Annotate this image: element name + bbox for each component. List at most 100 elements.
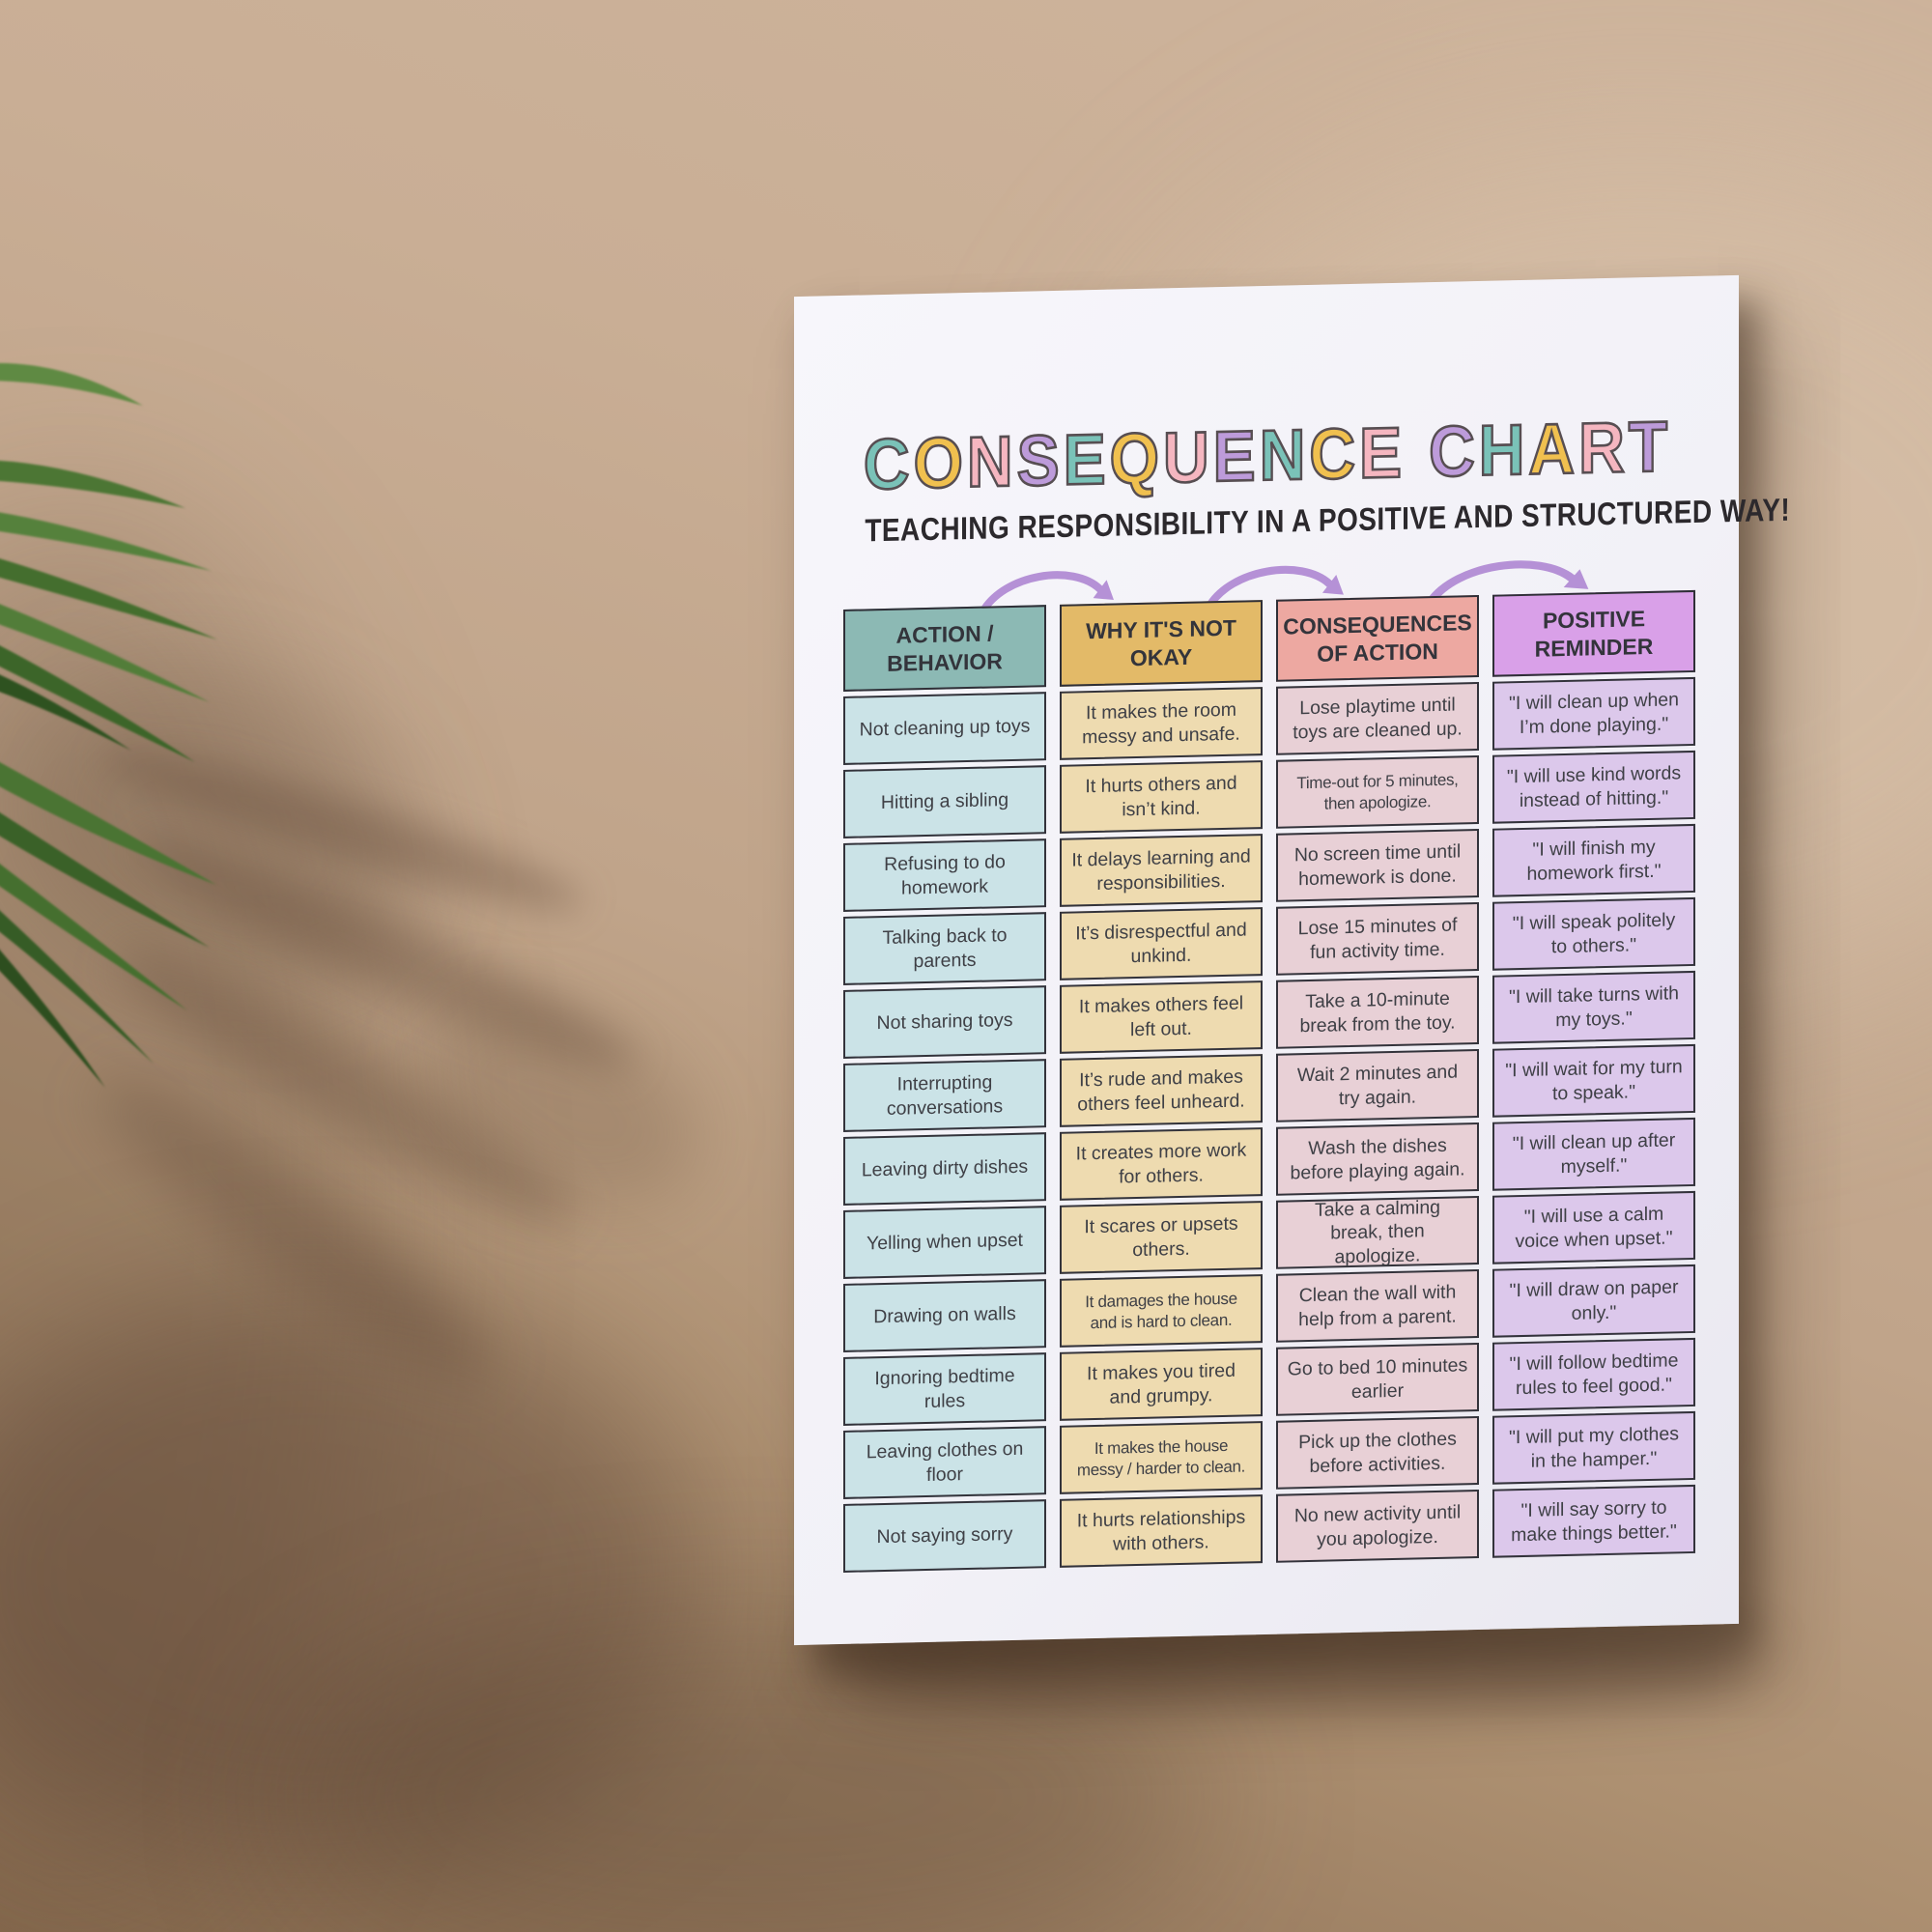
title-letter: R: [1577, 406, 1628, 490]
table-cell: Not saying sorry: [843, 1499, 1046, 1573]
table-cell: "I will say sorry to make things better.…: [1492, 1484, 1695, 1558]
title-letter: E: [1211, 414, 1259, 497]
title-letter: C: [863, 422, 913, 506]
table-cell: Drawing on walls: [843, 1279, 1046, 1352]
palm-leaf: [0, 812, 210, 948]
arrow-head: [1321, 574, 1344, 595]
column-header: POSITIVE REMINDER: [1492, 589, 1695, 677]
table-cell: "I will clean up when I’m done playing.": [1492, 676, 1695, 751]
poster: CONSEQUENCE CHART TEACHING RESPONSIBILITY…: [794, 274, 1791, 1646]
table-cell: Go to bed 10 minutes earlier: [1276, 1343, 1479, 1416]
table-cell: No new activity until you apologize.: [1276, 1490, 1479, 1563]
table-cell: It’s rude and makes others feel unheard.: [1060, 1054, 1263, 1127]
palm-leaf: [0, 674, 131, 751]
table-cell: Talking back to parents: [843, 912, 1046, 985]
column-header: ACTION / BEHAVIOR: [843, 605, 1046, 692]
palm-leaf: [0, 762, 216, 885]
table-cell: "I will follow bedtime rules to feel goo…: [1492, 1337, 1695, 1411]
table-cell: It scares or upsets others.: [1060, 1201, 1263, 1274]
palm-leaf: [0, 910, 154, 1064]
table-cell: Leaving clothes on floor: [843, 1426, 1046, 1499]
table-cell: It delays learning and responsibilities.: [1060, 834, 1263, 907]
table-cell: "I will draw on paper only.": [1492, 1264, 1695, 1338]
table-cell: Lose playtime until toys are cleaned up.: [1276, 682, 1479, 755]
table-cell: Pick up the clothes before activities.: [1276, 1416, 1479, 1490]
palm-leaf: [0, 604, 210, 702]
table-cell: Leaving dirty dishes: [843, 1132, 1046, 1206]
table-cell: Hitting a sibling: [843, 765, 1046, 838]
arrow-head: [1563, 569, 1589, 589]
title-letter: E: [1358, 411, 1406, 494]
palm-leaf: [0, 950, 105, 1088]
table-cell: Not cleaning up toys: [843, 692, 1046, 765]
title-letter: U: [1162, 415, 1212, 499]
arrow-head: [1093, 580, 1114, 601]
title-letter: E: [1062, 417, 1109, 500]
arrow-shaft: [1425, 560, 1577, 607]
table-cell: It makes you tired and grumpy.: [1060, 1348, 1263, 1421]
table-cell: Wash the dishes before playing again.: [1276, 1122, 1479, 1196]
table-cell: No screen time until homework is done.: [1276, 829, 1479, 902]
curved-arrow-icon: [978, 571, 1114, 616]
table-cell: It makes the house messy / harder to cle…: [1060, 1421, 1263, 1494]
table-column-consequences-of-action: CONSEQUENCES OF ACTION Lose playtime unt…: [1276, 595, 1479, 1563]
table-column-why-its-not-okay: WHY IT'S NOT OKAY It makes the room mess…: [1060, 600, 1263, 1568]
table-cell: It makes the room messy and unsafe.: [1060, 687, 1263, 760]
table-cell: Clean the wall with help from a parent.: [1276, 1269, 1479, 1343]
table-cell: It creates more work for others.: [1060, 1127, 1263, 1201]
plant-shadow-blob: [0, 1285, 705, 1864]
title-letter: Q: [1108, 416, 1162, 500]
table-cell: It damages the house and is hard to clea…: [1060, 1274, 1263, 1348]
column-header: CONSEQUENCES OF ACTION: [1276, 595, 1479, 682]
table-cell: Lose 15 minutes of fun activity time.: [1276, 902, 1479, 976]
table-cell: It hurts others and isn’t kind.: [1060, 760, 1263, 834]
table-cell: Wait 2 minutes and try again.: [1276, 1049, 1479, 1122]
palm-leaf: [0, 645, 195, 762]
palm-leaf: [0, 558, 217, 639]
column-header: WHY IT'S NOT OKAY: [1060, 600, 1263, 687]
title-letter: C: [1428, 410, 1478, 494]
table-cell: Take a 10-minute break from the toy.: [1276, 976, 1479, 1049]
table-cell: Interrupting conversations: [843, 1059, 1046, 1132]
table-cell: Take a calming break, then apologize.: [1276, 1196, 1479, 1269]
title-letter: H: [1477, 408, 1527, 492]
table-cell: It hurts relationships with others.: [1060, 1494, 1263, 1568]
palm-leaf: [0, 512, 212, 571]
arrow-shaft: [978, 571, 1104, 616]
title-letter: S: [1015, 418, 1063, 501]
table-cell: Time-out for 5 minutes, then apologize.: [1276, 755, 1479, 829]
wall-bottom-shadow: [290, 1623, 1208, 1932]
table-cell: Not sharing toys: [843, 985, 1046, 1059]
table-cell: "I will put my clothes in the hamper.": [1492, 1410, 1695, 1485]
title-letter: C: [1308, 412, 1358, 496]
table-cell: "I will speak politely to others.": [1492, 896, 1695, 971]
poster-subtitle: TEACHING RESPONSIBILITY IN A POSITIVE AN…: [865, 491, 1791, 549]
table-cell: It makes others feel left out.: [1060, 980, 1263, 1054]
curved-arrow-icon: [1204, 565, 1344, 611]
arrow-shaft: [1204, 565, 1334, 611]
plant-leaves: [0, 362, 217, 1088]
title-word-consequence: CONSEQUENCE: [863, 411, 1406, 506]
title-letter: A: [1527, 407, 1577, 491]
title-word-chart: CHART: [1428, 405, 1671, 494]
palm-leaf: [0, 362, 143, 406]
table-cell: "I will use a calm voice when upset.": [1492, 1190, 1695, 1264]
table-cell: Refusing to do homework: [843, 838, 1046, 912]
table-cell: Ignoring bedtime rules: [843, 1352, 1046, 1426]
title-letter: N: [1258, 413, 1308, 497]
palm-leaf: [0, 864, 187, 1010]
table-column-positive-reminder: POSITIVE REMINDER "I will clean up when …: [1492, 589, 1695, 1558]
table-cell: "I will clean up after myself.": [1492, 1117, 1695, 1191]
table-cell: "I will finish my homework first.": [1492, 823, 1695, 897]
table-cell: It’s disrespectful and unkind.: [1060, 907, 1263, 980]
table-column-action-behavior: ACTION / BEHAVIOR Not cleaning up toys H…: [843, 605, 1046, 1573]
table-cell: "I will take turns with my toys.": [1492, 970, 1695, 1044]
table-cell: Yelling when upset: [843, 1206, 1046, 1279]
curved-arrow-icon: [1425, 560, 1589, 607]
poster-title: CONSEQUENCE CHART: [794, 405, 1739, 506]
title-letter: N: [966, 419, 1016, 503]
title-letter: O: [912, 421, 966, 505]
table-cell: "I will use kind words instead of hittin…: [1492, 750, 1695, 824]
title-letter: T: [1627, 405, 1670, 488]
